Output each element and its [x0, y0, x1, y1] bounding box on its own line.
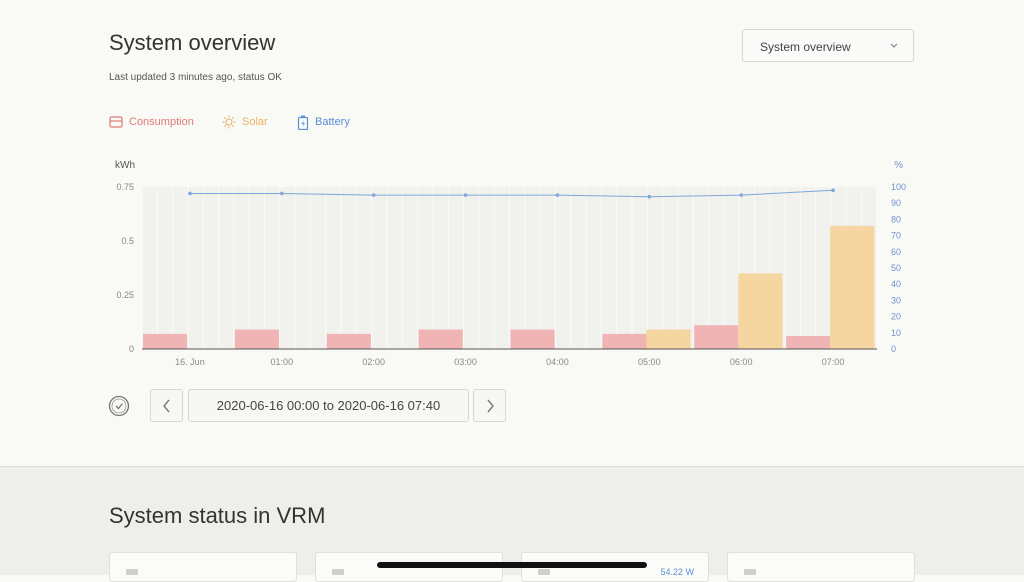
y-tick-label-right: 60	[891, 247, 901, 257]
x-tick-label: 03:00	[454, 357, 477, 367]
x-tick-label: 16. Jun	[175, 357, 205, 367]
card-icon	[538, 569, 550, 575]
consumption-bar	[418, 329, 463, 349]
battery-point	[831, 188, 835, 193]
clock-icon[interactable]	[108, 395, 130, 417]
y-tick-label-right: 70	[891, 231, 901, 241]
battery-point	[371, 193, 376, 197]
battery-icon	[297, 115, 309, 130]
legend-solar[interactable]: Solar	[222, 114, 268, 130]
y-tick-label-left: 0.25	[116, 290, 134, 300]
consumption-bar	[510, 329, 555, 349]
y-tick-label-right: 10	[891, 328, 901, 338]
y-tick-label-right: 40	[891, 279, 901, 289]
range-to: 2020-06-16 07:40	[337, 398, 441, 413]
x-tick-label: 07:00	[822, 357, 845, 367]
view-select-value: System overview	[760, 40, 851, 54]
overview-section: System overview Last updated 3 minutes a…	[108, 29, 914, 422]
last-updated-status: Last updated 3 minutes ago, status OK	[109, 72, 282, 83]
card-icon	[126, 569, 138, 575]
left-axis-unit: kWh	[115, 160, 135, 171]
x-tick-label: 02:00	[362, 357, 385, 367]
consumption-bar	[143, 333, 188, 349]
consumption-bar	[694, 325, 739, 349]
consumption-bar	[602, 333, 647, 349]
legend-battery[interactable]: Battery	[297, 114, 350, 130]
battery-point	[555, 193, 560, 197]
legend-consumption[interactable]: Consumption	[109, 114, 194, 130]
x-tick-label: 04:00	[546, 357, 569, 367]
consumption-bar	[326, 333, 371, 349]
chevron-down-icon	[890, 43, 898, 48]
x-tick-label: 05:00	[638, 357, 661, 367]
chevron-right-icon	[487, 399, 494, 413]
x-tick-label: 06:00	[730, 357, 753, 367]
status-card[interactable]	[109, 552, 297, 582]
sun-icon	[222, 115, 236, 129]
solar-bar	[646, 329, 691, 349]
card-value: 54.22 W	[660, 567, 694, 577]
energy-chart: 0 0.25 0.5 0.75 0 10 20 30 40 50 60 70 80 90 100 kWh % 16…	[115, 160, 906, 367]
battery-line	[189, 189, 834, 198]
y-tick-label-right: 80	[891, 214, 901, 224]
chevron-left-icon	[163, 399, 170, 413]
y-tick-label-right: 20	[891, 312, 901, 322]
legend-consumption-label: Consumption	[129, 116, 194, 128]
solar-bar	[738, 273, 783, 349]
next-range-button[interactable]	[473, 389, 506, 422]
y-tick-label-right: 90	[891, 198, 901, 208]
page-title: System overview	[109, 30, 276, 55]
y-tick-label-right: 100	[891, 182, 906, 192]
battery-point	[739, 193, 743, 197]
status-card[interactable]	[727, 552, 915, 582]
battery-point	[188, 191, 192, 196]
solar-bar	[830, 225, 875, 349]
card-icon	[744, 569, 756, 575]
y-tick-label-left: 0.5	[121, 236, 134, 246]
range-from: 2020-06-16 00:00	[216, 398, 320, 413]
home-indicator	[377, 562, 647, 568]
legend-solar-label: Solar	[242, 116, 268, 128]
y-tick-label-left: 0.75	[116, 182, 134, 192]
previous-range-button[interactable]	[150, 389, 183, 422]
consumption-bar	[786, 336, 831, 349]
range-separator: to	[323, 398, 334, 413]
y-tick-label-right: 50	[891, 263, 901, 273]
card-icon	[332, 569, 344, 575]
consumption-bar	[234, 329, 279, 349]
right-axis-unit: %	[894, 160, 903, 171]
status-title: System status in VRM	[109, 503, 326, 528]
x-tick-label: 01:00	[271, 357, 294, 367]
legend-battery-label: Battery	[315, 116, 350, 128]
consumption-icon	[109, 116, 123, 128]
battery-point	[647, 194, 652, 199]
view-select-dropdown[interactable]: System overview	[742, 29, 914, 62]
date-range-button[interactable]: 2020-06-16 00:00 to 2020-06-16 07:40	[188, 389, 469, 422]
battery-point	[280, 191, 284, 196]
battery-point	[463, 193, 468, 197]
y-tick-label-right: 30	[891, 295, 901, 305]
y-tick-label-right: 0	[891, 344, 896, 354]
y-tick-label-left: 0	[129, 344, 134, 354]
